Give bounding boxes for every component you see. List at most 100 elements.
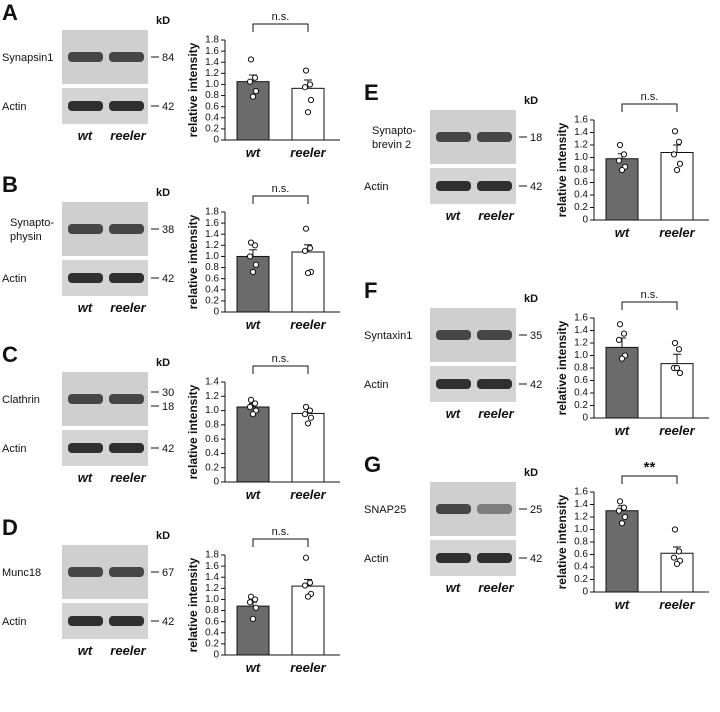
data-point bbox=[673, 166, 681, 174]
y-tick-label: 1.2 bbox=[574, 140, 588, 151]
data-point bbox=[304, 109, 312, 116]
y-tick-label: 1.0 bbox=[205, 405, 219, 416]
marker-label: 42 bbox=[162, 101, 174, 113]
lane-label: reeler bbox=[478, 580, 514, 595]
blot-band bbox=[109, 101, 144, 111]
blot-band bbox=[109, 394, 144, 404]
x-tick-label: wt bbox=[246, 660, 261, 675]
y-tick-label: 1.6 bbox=[574, 115, 588, 126]
blot-band bbox=[477, 132, 512, 142]
y-tick-label: 0 bbox=[213, 307, 219, 318]
data-point bbox=[247, 396, 255, 403]
marker-label: 42 bbox=[530, 553, 542, 565]
y-tick-label: 1.2 bbox=[205, 68, 219, 79]
y-tick-label: 0.8 bbox=[205, 90, 219, 101]
data-point bbox=[304, 593, 312, 600]
blot-band bbox=[109, 273, 144, 283]
y-tick-label: 0.2 bbox=[574, 574, 588, 585]
data-point bbox=[249, 93, 257, 100]
significance-label: n.s. bbox=[641, 289, 659, 301]
lane-label: reeler bbox=[110, 128, 146, 143]
significance-bracket bbox=[621, 301, 678, 310]
lane-label: wt bbox=[446, 406, 461, 421]
significance-label: n.s. bbox=[272, 183, 290, 195]
panel-letter: B bbox=[2, 172, 18, 197]
y-tick-label: 1.0 bbox=[574, 152, 588, 163]
y-tick-label: 0 bbox=[213, 477, 219, 488]
y-tick-label: 1.0 bbox=[205, 594, 219, 605]
protein-label: Syntaxin1 bbox=[364, 330, 412, 342]
blot-band bbox=[477, 330, 512, 340]
data-point bbox=[673, 364, 681, 372]
significance-label: n.s. bbox=[272, 11, 290, 23]
y-tick-label: 0.6 bbox=[205, 273, 219, 284]
data-point bbox=[618, 520, 626, 527]
blot-band bbox=[436, 181, 471, 191]
y-tick-label: 0.2 bbox=[574, 202, 588, 213]
significance-bracket bbox=[252, 195, 309, 204]
y-axis-label: relative intensity bbox=[555, 494, 569, 589]
marker-label: 42 bbox=[162, 616, 174, 628]
y-tick-label: 0 bbox=[582, 587, 588, 598]
significance-label: ** bbox=[644, 459, 656, 476]
loading-label: Actin bbox=[2, 273, 26, 285]
significance-bracket bbox=[252, 538, 309, 547]
blot-band bbox=[68, 273, 103, 283]
data-point bbox=[307, 96, 315, 104]
x-tick-label: reeler bbox=[659, 597, 695, 612]
y-tick-label: 0 bbox=[582, 215, 588, 226]
y-tick-label: 0.6 bbox=[574, 177, 588, 188]
blot-band bbox=[68, 224, 103, 234]
data-point bbox=[304, 270, 312, 277]
y-tick-label: 0.4 bbox=[205, 627, 219, 638]
marker-label: 42 bbox=[162, 443, 174, 455]
blot-band bbox=[477, 379, 512, 389]
x-tick-label: wt bbox=[246, 145, 261, 160]
y-tick-label: 0.8 bbox=[205, 419, 219, 430]
blot-band bbox=[68, 101, 103, 111]
bar bbox=[660, 552, 694, 593]
y-tick-label: 1.2 bbox=[205, 240, 219, 251]
unit-label: kD bbox=[156, 187, 170, 199]
y-tick-label: 0.8 bbox=[574, 165, 588, 176]
lane-label: wt bbox=[446, 580, 461, 595]
panel-letter: A bbox=[2, 0, 18, 25]
data-point bbox=[671, 128, 679, 135]
blot-band bbox=[68, 443, 103, 453]
data-point bbox=[251, 74, 259, 81]
y-axis-label: relative intensity bbox=[186, 42, 200, 137]
lane-label: reeler bbox=[110, 300, 146, 315]
blot-band bbox=[477, 504, 512, 514]
lane-label: wt bbox=[446, 208, 461, 223]
data-point bbox=[616, 498, 624, 505]
data-point bbox=[302, 225, 310, 232]
data-point bbox=[301, 582, 309, 589]
data-point bbox=[304, 420, 312, 427]
x-tick-label: reeler bbox=[290, 660, 326, 675]
protein-label: Synapsin1 bbox=[2, 52, 53, 64]
y-tick-label: 1.6 bbox=[574, 313, 588, 324]
panel-letter: D bbox=[2, 515, 18, 540]
data-point bbox=[616, 321, 624, 328]
panel-letter: G bbox=[364, 452, 381, 477]
y-tick-label: 0 bbox=[213, 650, 219, 661]
blot-band bbox=[109, 567, 144, 577]
unit-label: kD bbox=[524, 95, 538, 107]
bar bbox=[236, 406, 270, 483]
bar bbox=[291, 251, 325, 313]
marker-label: 30 bbox=[162, 387, 174, 399]
y-tick-label: 1.0 bbox=[574, 350, 588, 361]
loading-label: Actin bbox=[364, 181, 388, 193]
blot-band bbox=[436, 553, 471, 563]
data-point bbox=[620, 330, 628, 337]
data-point bbox=[615, 507, 623, 514]
significance-label: n.s. bbox=[641, 91, 659, 103]
loading-label: Actin bbox=[2, 443, 26, 455]
y-tick-label: 1.2 bbox=[205, 391, 219, 402]
marker-label: 42 bbox=[162, 273, 174, 285]
y-tick-label: 0.2 bbox=[205, 462, 219, 473]
protein-label: Clathrin bbox=[2, 394, 40, 406]
x-tick-label: reeler bbox=[290, 487, 326, 502]
y-axis-label: relative intensity bbox=[555, 122, 569, 217]
